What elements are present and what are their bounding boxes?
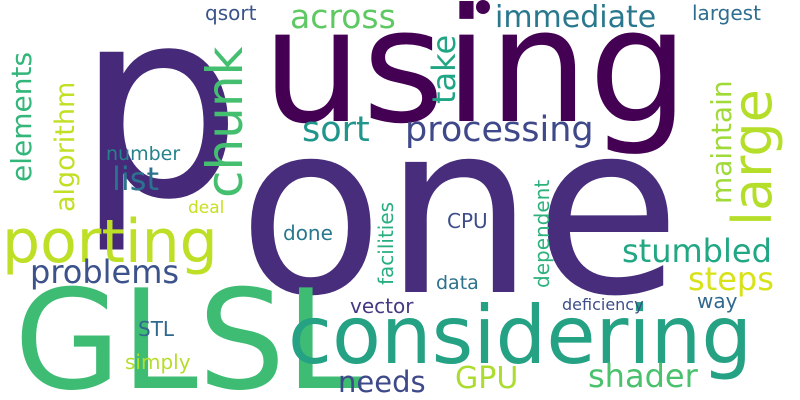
word-dependent: dependent xyxy=(530,179,554,288)
decorative-dot xyxy=(476,0,490,14)
word-across: across xyxy=(290,0,396,36)
word-sort: sort xyxy=(302,110,370,150)
word-considering: considering xyxy=(288,289,753,382)
word-qsort: qsort xyxy=(205,1,257,25)
word-maintain: maintain xyxy=(705,80,738,204)
word-porting: porting xyxy=(2,207,218,277)
word-list: list xyxy=(112,160,159,198)
word-deal: deal xyxy=(188,198,225,218)
word-simply: simply xyxy=(125,350,191,374)
word-stl: STL xyxy=(138,317,175,341)
word-shader: shader xyxy=(588,357,698,395)
word-stumbled: stumbled xyxy=(622,232,772,270)
word-glsl: GLSL xyxy=(14,260,363,400)
word-immediate: immediate xyxy=(495,0,657,35)
word-processing: processing xyxy=(405,110,594,150)
word-p: p xyxy=(76,0,243,257)
word-steps: steps xyxy=(688,260,774,298)
word-number: number xyxy=(106,143,181,165)
word-needs: needs xyxy=(338,365,426,399)
word-using: using xyxy=(262,0,689,159)
word-one: one xyxy=(238,72,681,349)
word-take: take xyxy=(425,34,463,104)
word-gpu: GPU xyxy=(455,361,519,396)
word-chunk: chunk xyxy=(196,46,254,198)
word-facilities: facilities xyxy=(374,201,398,285)
word-deficiency: deficiency xyxy=(562,295,644,314)
word-done: done xyxy=(283,221,333,245)
word-way: way xyxy=(697,289,738,313)
word-problems: problems xyxy=(30,253,180,291)
word-cpu: CPU xyxy=(447,209,488,233)
word-elements: elements xyxy=(5,51,38,182)
word-vector: vector xyxy=(350,294,414,318)
word-data: data xyxy=(436,272,479,294)
word-algorithm: algorithm xyxy=(50,81,81,212)
word-largest: largest xyxy=(692,1,761,25)
